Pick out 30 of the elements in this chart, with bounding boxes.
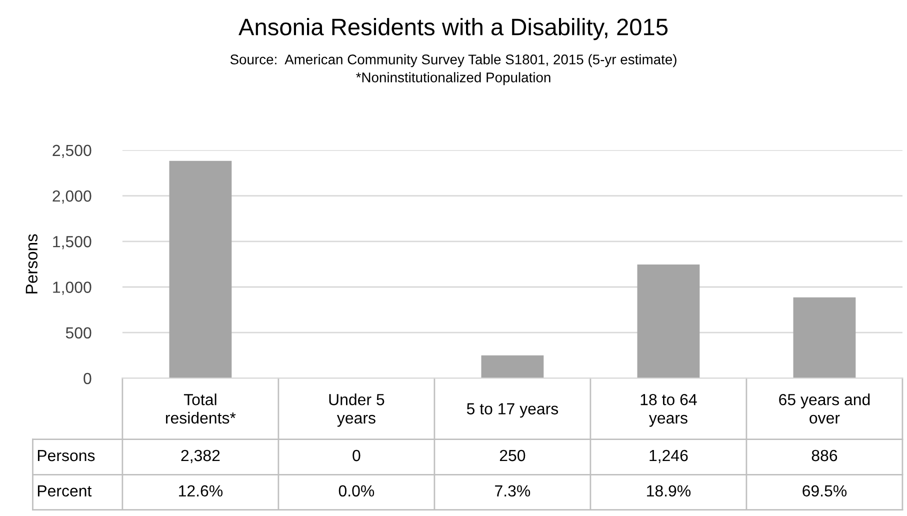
bar	[793, 297, 856, 378]
x-tick-label: Under 5 years	[329, 394, 384, 427]
y-tick-label: 2,500	[52, 144, 92, 158]
y-tick-label: 1,000	[53, 282, 92, 295]
text: 69.5%	[802, 485, 847, 497]
x-tick-label: 18 to 64 years	[640, 394, 697, 427]
data-label: 886	[812, 450, 838, 462]
x-tick-label: 65 years and over	[779, 394, 870, 424]
text: 7.3%	[495, 485, 530, 497]
data-label: 250	[500, 450, 526, 462]
chart-subtitle: Source: American Community Survey Table S1801, 2015 (5-yr estimate) *Noninstitutionalized Population	[230, 54, 676, 86]
text: Percent	[38, 485, 92, 497]
bar	[481, 355, 544, 378]
y-tick-label: 500	[66, 327, 92, 339]
y-tick-label: 0	[84, 372, 92, 384]
data-label: 2,382	[181, 450, 220, 464]
text: 12.6%	[179, 485, 223, 497]
bar	[637, 264, 700, 378]
text: 18.9%	[647, 485, 691, 497]
text: 0.0%	[338, 485, 374, 497]
data-label: 1,246	[650, 450, 688, 464]
y-tick-label: 2,000	[52, 190, 92, 204]
text: Persons	[38, 450, 95, 462]
chart-title: Ansonia Residents with a Disability, 2015	[238, 18, 668, 40]
data-label: 0	[352, 450, 360, 462]
y-tick-label: 1,500	[53, 236, 92, 250]
y-axis-title: Persons	[26, 234, 38, 294]
bar	[169, 160, 232, 378]
x-tick-label: Total residents*	[166, 394, 236, 424]
x-tick-label: 5 to 17 years	[466, 403, 558, 418]
